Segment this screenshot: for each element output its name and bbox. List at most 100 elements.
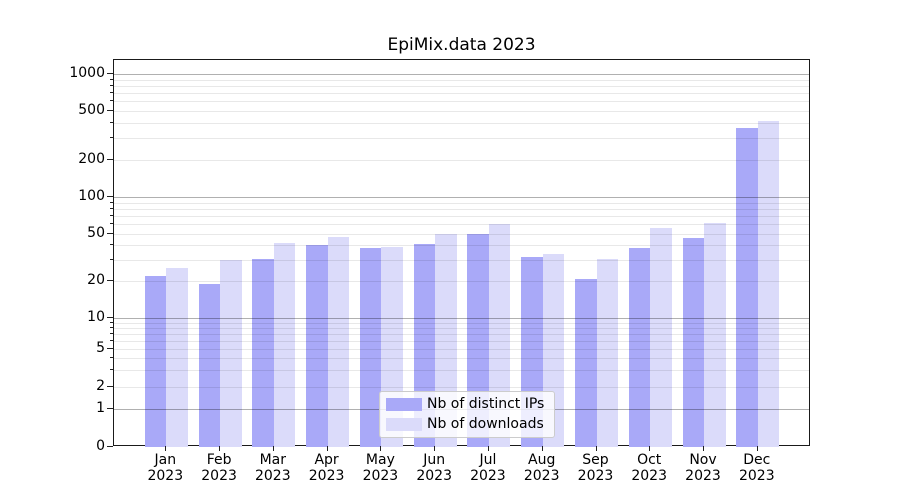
gridline-minor-900 (114, 79, 809, 81)
y-axis-minor-tick (110, 233, 113, 234)
bar-oct-distinct-ips (628, 248, 651, 447)
x-axis-tick-apr (326, 446, 328, 451)
y-tick-label: 500 (78, 102, 105, 118)
y-axis-minor-tick (110, 84, 113, 86)
gridline-major-1000 (114, 74, 809, 75)
bar-dec-downloads (757, 121, 780, 447)
y-axis-minor-tick (110, 92, 113, 93)
y-tick-label: 2 (96, 378, 105, 394)
y-axis-tick-1 (107, 408, 113, 409)
y-axis-minor-tick (110, 339, 113, 341)
x-axis-tick-nov (703, 446, 704, 451)
gridline-minor-300 (114, 138, 809, 140)
x-axis-tick-dec (756, 446, 758, 451)
x-tick-label-jul: Jul 2023 (470, 452, 506, 484)
x-tick-label-jan: Jan 2023 (147, 452, 184, 484)
legend-label-distinct-ips: Nb of distinct IPs (427, 396, 545, 412)
legend-item-downloads: Nb of downloads (386, 417, 548, 432)
y-axis-minor-tick (110, 215, 113, 216)
y-axis-minor-tick (110, 137, 113, 139)
y-tick-label: 1000 (69, 65, 105, 81)
x-axis-tick-jan (165, 446, 167, 451)
bar-mar-distinct-ips (252, 258, 274, 447)
y-axis-minor-tick (110, 386, 113, 387)
bar-apr-downloads (327, 237, 350, 447)
y-axis-minor-tick (110, 321, 113, 323)
y-tick-label: 200 (78, 151, 105, 167)
x-tick-label-sep: Sep 2023 (577, 452, 614, 484)
y-axis-minor-tick (110, 121, 113, 123)
x-tick-label-may: May 2023 (362, 452, 399, 484)
bar-feb-distinct-ips (198, 283, 221, 447)
y-axis-minor-tick (110, 201, 113, 203)
gridline-minor-600 (114, 101, 809, 103)
bar-nov-downloads (704, 223, 726, 447)
y-axis-minor-tick (110, 357, 113, 359)
bar-sep-downloads (596, 258, 618, 447)
y-axis-minor-tick (110, 369, 113, 371)
bar-jan-distinct-ips (144, 276, 167, 447)
x-axis-tick-mar (272, 446, 274, 451)
y-axis-minor-tick (110, 280, 113, 281)
y-axis-tick-0 (107, 446, 113, 447)
y-axis-minor-tick (110, 78, 113, 80)
legend-label-downloads: Nb of downloads (427, 416, 544, 432)
legend-item-distinct-ips: Nb of distinct IPs (386, 397, 548, 412)
y-tick-label: 100 (78, 188, 105, 204)
y-axis-tick-1000 (107, 73, 113, 74)
y-tick-label: 5 (96, 340, 105, 356)
bar-dec-distinct-ips (736, 127, 758, 447)
y-axis-minor-tick (110, 348, 113, 349)
gridline-minor-200 (114, 160, 809, 161)
y-axis-minor-tick (110, 244, 113, 246)
x-tick-label-dec: Dec 2023 (738, 452, 775, 484)
y-axis-minor-tick (110, 159, 113, 160)
x-tick-label-oct: Oct 2023 (631, 452, 667, 484)
chart-title: EpiMix.data 2023 (387, 35, 536, 55)
x-axis-tick-aug (541, 446, 543, 451)
y-axis-minor-tick (110, 259, 113, 261)
bar-apr-distinct-ips (306, 245, 328, 447)
legend-swatch-downloads-icon (386, 418, 422, 431)
x-axis-tick-sep (595, 446, 597, 451)
gridline-minor-500 (114, 111, 809, 112)
y-axis-tick-100 (107, 196, 113, 197)
y-tick-label: 0 (96, 438, 105, 454)
gridline-minor-400 (114, 122, 809, 124)
legend-swatch-distinct-ips-icon (386, 398, 422, 411)
y-tick-label: 20 (87, 272, 105, 288)
y-axis-minor-tick (110, 223, 113, 225)
y-tick-label: 50 (87, 225, 105, 241)
y-axis-tick-10 (107, 317, 113, 318)
gridline-minor-80 (114, 208, 809, 210)
y-axis-minor-tick (110, 333, 113, 334)
x-axis-tick-oct (649, 446, 651, 451)
x-axis-tick-jul (487, 446, 489, 451)
gridline-minor-800 (114, 85, 809, 87)
gridline-minor-700 (114, 93, 809, 94)
legend: Nb of distinct IPs Nb of downloads (379, 391, 556, 438)
y-axis-minor-tick (110, 327, 113, 328)
bar-sep-distinct-ips (575, 278, 597, 447)
y-axis-minor-tick (110, 100, 113, 102)
bar-oct-downloads (650, 228, 672, 447)
x-axis-tick-jun (434, 446, 436, 451)
x-axis-tick-may (380, 446, 382, 451)
gridline-minor-70 (114, 216, 809, 217)
gridline-major-100 (114, 197, 809, 198)
x-tick-label-mar: Mar 2023 (254, 452, 291, 484)
bar-feb-downloads (220, 260, 242, 447)
y-axis-minor-tick (110, 207, 113, 209)
bar-jan-downloads (166, 267, 188, 447)
x-tick-label-jun: Jun 2023 (416, 452, 452, 484)
gridline-minor-90 (114, 202, 809, 204)
bar-nov-distinct-ips (682, 238, 704, 447)
bar-mar-downloads (273, 242, 296, 447)
y-axis-minor-tick (110, 110, 113, 111)
x-axis-tick-feb (219, 446, 221, 451)
x-tick-label-nov: Nov 2023 (685, 452, 721, 484)
plot-area: Nb of distinct IPs Nb of downloads (113, 59, 810, 447)
x-tick-label-aug: Aug 2023 (523, 452, 560, 484)
x-tick-label-feb: Feb 2023 (201, 452, 237, 484)
